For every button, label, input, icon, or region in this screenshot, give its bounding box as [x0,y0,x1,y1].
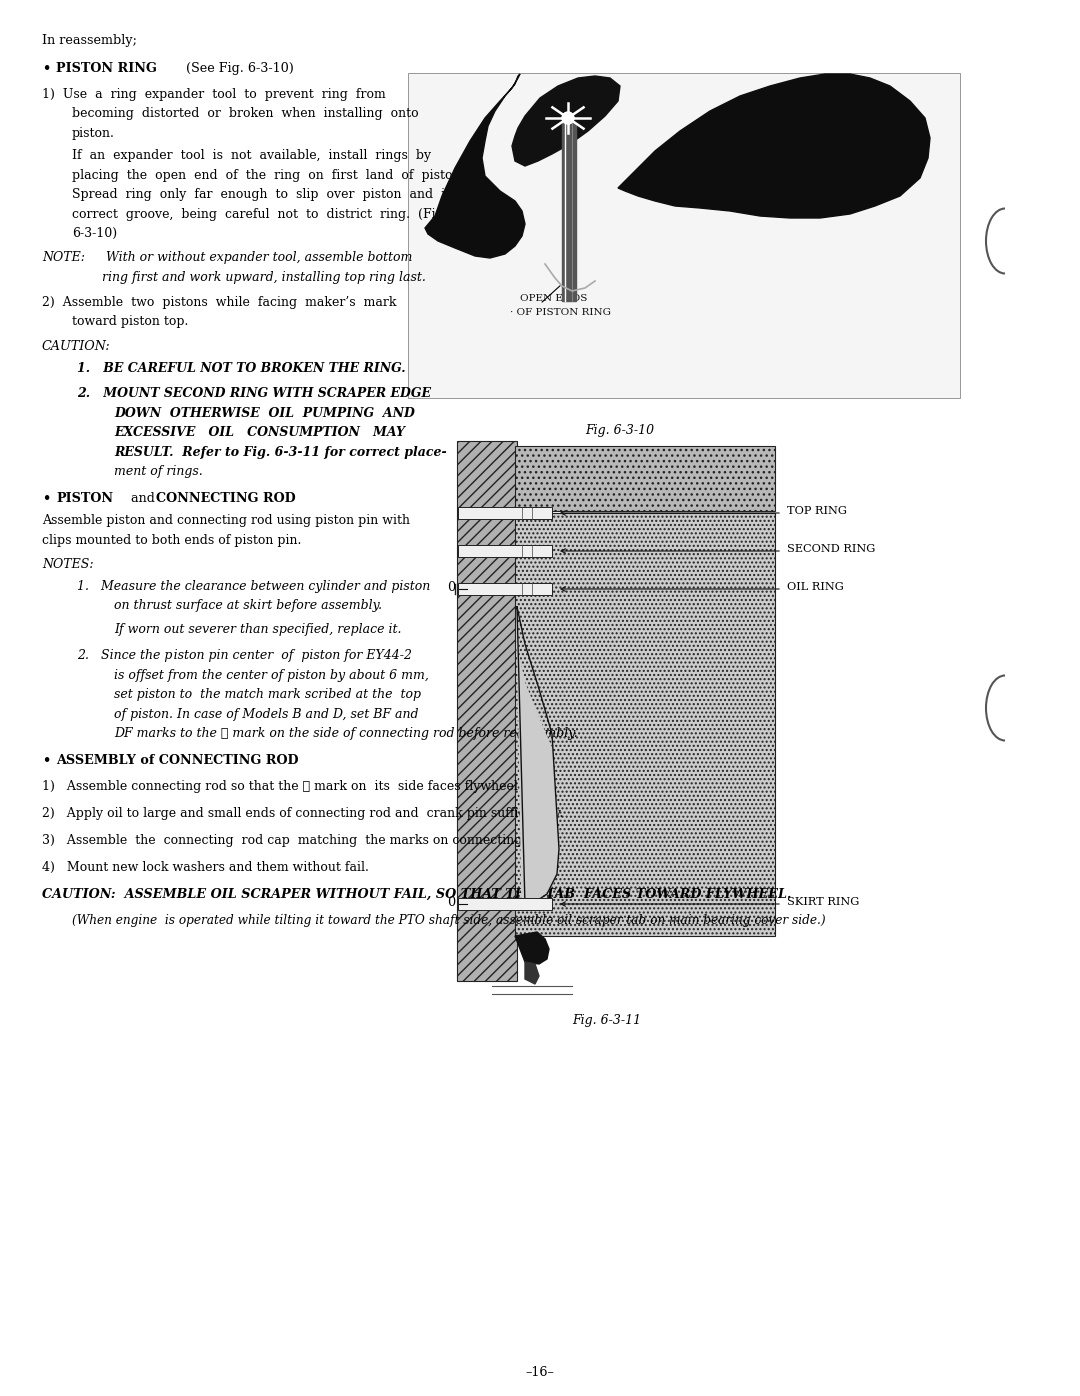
Text: RESULT.  Refer to Fig. 6-3-11 for correct place-: RESULT. Refer to Fig. 6-3-11 for correct… [114,445,447,458]
Text: (When engine  is operated while tilting it toward the PTO shaft side, assemble o: (When engine is operated while tilting i… [72,914,825,927]
Bar [408,73,960,398]
Bar [458,507,552,519]
Text: 4)   Mount new lock washers and them without fail.: 4) Mount new lock washers and them witho… [42,861,369,874]
Text: Fig. 6-3-10: Fig. 6-3-10 [585,424,654,437]
Text: ment of rings.: ment of rings. [114,465,203,477]
Bar [458,898,552,910]
Text: of piston. In case of Models B and D, set BF and: of piston. In case of Models B and D, se… [114,708,419,720]
Text: becoming  distorted  or  broken  when  installing  onto: becoming distorted or broken when instal… [72,107,419,120]
Text: EXCESSIVE   OIL   CONSUMPTION   MAY: EXCESSIVE OIL CONSUMPTION MAY [114,426,405,438]
Polygon shape [512,75,620,166]
Text: –16–: –16– [526,1367,554,1379]
Text: piston.: piston. [72,127,114,140]
Text: 0: 0 [447,581,455,595]
Text: 2.   MOUNT SECOND RING WITH SCRAPER EDGE: 2. MOUNT SECOND RING WITH SCRAPER EDGE [77,387,431,401]
Polygon shape [517,607,559,905]
Text: ring first and work upward, installing top ring last.: ring first and work upward, installing t… [102,271,426,283]
Text: (See Fig. 6-3-10): (See Fig. 6-3-10) [183,61,294,75]
Text: ASSEMBLY of CONNECTING ROD: ASSEMBLY of CONNECTING ROD [56,754,298,766]
Text: CONNECTING ROD: CONNECTING ROD [156,491,296,505]
Polygon shape [618,74,930,218]
Text: NOTES:: NOTES: [42,557,94,571]
Text: · OF PISTON RING: · OF PISTON RING [510,309,611,317]
Text: •: • [42,754,51,766]
Text: set piston to  the match mark scribed at the  top: set piston to the match mark scribed at … [114,688,421,701]
Text: 1)  Use  a  ring  expander  tool  to  prevent  ring  from: 1) Use a ring expander tool to prevent r… [42,88,386,101]
Text: Fig. 6-3-11: Fig. 6-3-11 [572,1013,642,1027]
Text: 2)   Apply oil to large and small ends of connecting rod and  crank pin sufficie: 2) Apply oil to large and small ends of … [42,807,564,819]
Text: PISTON: PISTON [56,491,113,505]
Text: 1.   BE CAREFUL NOT TO BROKEN THE RING.: 1. BE CAREFUL NOT TO BROKEN THE RING. [77,362,406,376]
Polygon shape [515,933,549,965]
Text: clips mounted to both ends of piston pin.: clips mounted to both ends of piston pin… [42,533,301,546]
Bar [458,544,552,557]
Text: toward piston top.: toward piston top. [72,315,188,328]
Text: and: and [127,491,159,505]
Text: on thrust surface at skirt before assembly.: on thrust surface at skirt before assemb… [114,599,382,611]
Text: If worn out severer than specified, replace it.: If worn out severer than specified, repl… [114,623,402,637]
Text: •: • [42,491,51,505]
Text: PISTON RING: PISTON RING [56,61,157,75]
Text: Assemble piston and connecting rod using piston pin with: Assemble piston and connecting rod using… [42,514,410,528]
Text: NOTE:: NOTE: [42,251,89,264]
Bar [515,445,775,511]
Text: •: • [42,61,51,75]
Text: DF marks to the ⓖ mark on the side of connecting rod before reassembly.: DF marks to the ⓖ mark on the side of co… [114,727,578,740]
Text: OPEN ENDS: OPEN ENDS [519,295,588,303]
Text: CAUTION:  ASSEMBLE OIL SCRAPER WITHOUT FAIL, SO THAT THE  TAB  FACES TOWARD FLYW: CAUTION: ASSEMBLE OIL SCRAPER WITHOUT FA… [42,888,792,900]
Text: Spread  ring  only  far  enough  to  slip  over  piston  and  into: Spread ring only far enough to slip over… [72,188,465,201]
Bar [515,512,775,935]
Bar [457,441,517,981]
Polygon shape [426,74,525,258]
Bar [458,584,552,595]
Text: TOP RING: TOP RING [787,505,847,517]
Text: 6-3-10): 6-3-10) [72,228,117,240]
Text: 1)   Assemble connecting rod so that the ⓖ mark on  its  side faces flywheel sid: 1) Assemble connecting rod so that the ⓖ… [42,780,552,793]
Text: correct  groove,  being  careful  not  to  district  ring.  (Fig.: correct groove, being careful not to dis… [72,208,447,221]
Text: If  an  expander  tool  is  not  available,  install  rings  by: If an expander tool is not available, in… [72,149,431,162]
Text: SECOND RING: SECOND RING [787,544,876,554]
Text: 2)  Assemble  two  pistons  while  facing  maker’s  mark: 2) Assemble two pistons while facing mak… [42,296,396,309]
Circle shape [562,112,573,124]
Text: With or without expander tool, assemble bottom: With or without expander tool, assemble … [102,251,413,264]
Text: placing  the  open  end  of  the  ring  on  first  land  of  piston.: placing the open end of the ring on firs… [72,169,464,181]
Text: is offset from the center of piston by about 6 mm,: is offset from the center of piston by a… [114,669,429,681]
Text: 0: 0 [447,896,455,909]
Polygon shape [525,962,539,984]
Text: OIL RING: OIL RING [787,582,843,592]
Text: In reassembly;: In reassembly; [42,34,137,47]
Text: SKIRT RING: SKIRT RING [787,898,860,907]
Text: CAUTION:: CAUTION: [42,341,110,353]
Text: 1.   Measure the clearance between cylinder and piston: 1. Measure the clearance between cylinde… [77,579,430,592]
Bar [562,123,576,302]
Text: 3)   Assemble  the  connecting  rod cap  matching  the marks on connecting rod.: 3) Assemble the connecting rod cap match… [42,833,552,847]
Text: 2.   Since the p iston pin center  of  piston for EY44-2: 2. Since the p iston pin center of pisto… [77,649,411,662]
Text: DOWN  OTHERWISE  OIL  PUMPING  AND: DOWN OTHERWISE OIL PUMPING AND [114,406,415,420]
